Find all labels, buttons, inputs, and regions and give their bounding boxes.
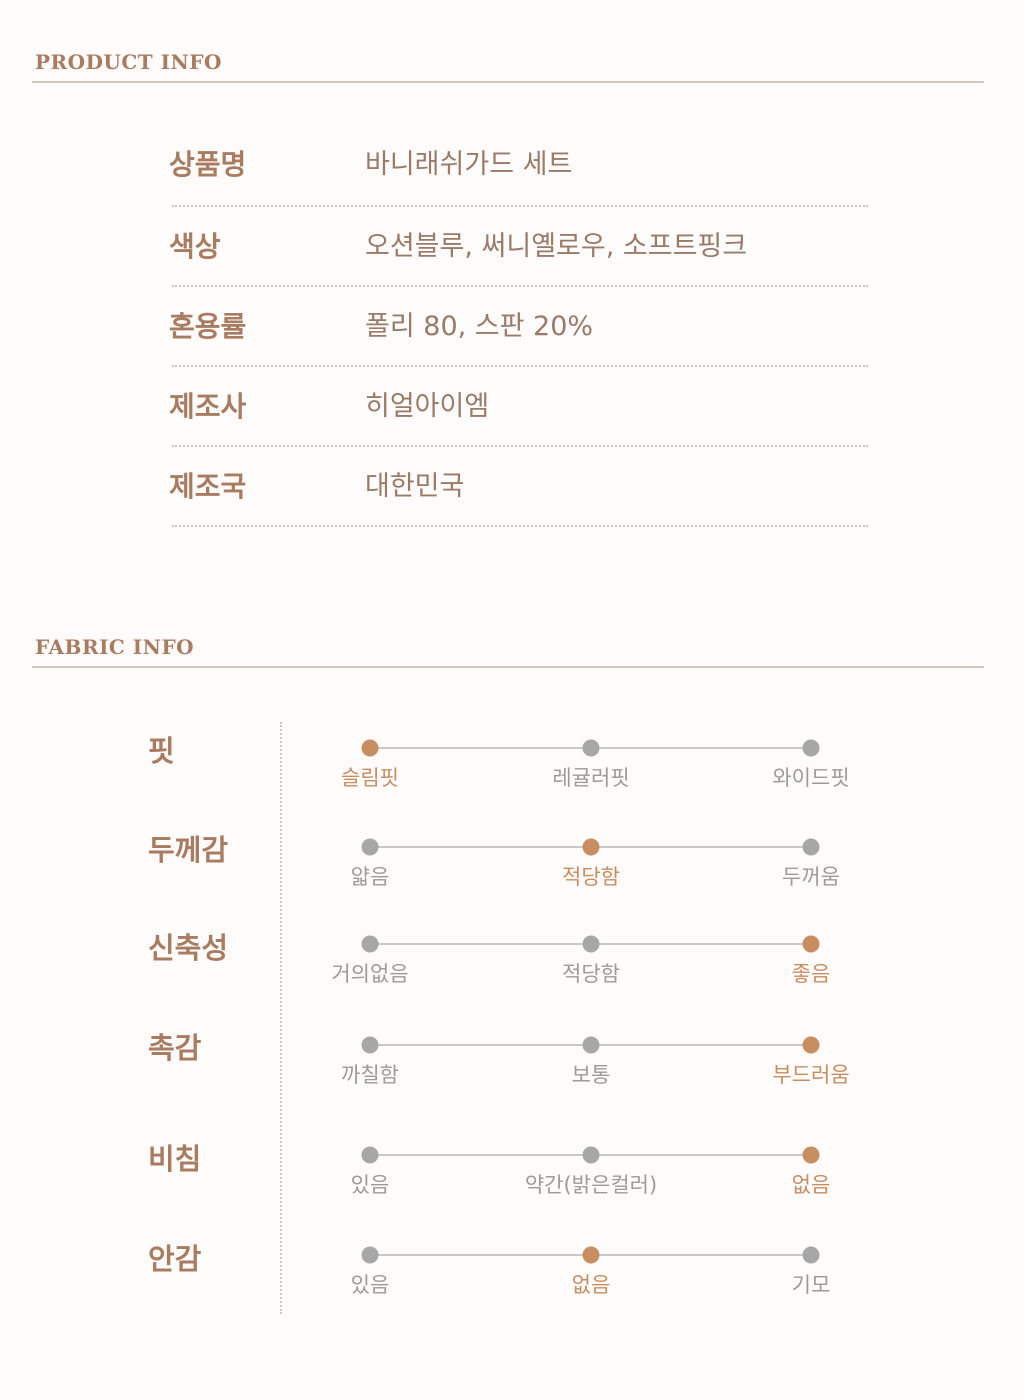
scale-option-elasticity: 좋음 [791,962,831,986]
fabric-divider [280,722,282,1314]
scale-option-fit: 와이드핏 [772,766,850,790]
scale-option-thickness: 얇음 [350,865,390,889]
info-label: 상품명 [169,148,247,181]
info-value: 오션블루, 써니옐로우, 소프트핑크 [365,231,748,262]
scale-option-texture: 까칠함 [341,1063,399,1087]
product-info-rule [32,81,984,83]
fabric-label-sheerness: 비침 [148,1142,202,1176]
info-row-product-name: 상품명 바니래쉬가드 세트 [169,125,868,207]
scale-option-sheerness: 약간(밝은컬러) [524,1173,658,1197]
scale-dot-sheerness-selected [802,1146,820,1164]
fabric-info-rule [32,666,984,668]
scale-dot-fit-selected [361,739,379,757]
info-label: 제조국 [169,470,247,503]
scale-dot-thickness [361,838,379,856]
info-value: 폴리 80, 스판 20% [365,311,594,342]
info-row-composition: 혼용률 폴리 80, 스판 20% [169,287,868,367]
scale-option-thickness: 적당함 [562,865,620,889]
scale-option-fit: 레귤러핏 [552,766,630,790]
scale-option-sheerness: 없음 [791,1173,831,1197]
scale-option-lining: 기모 [791,1273,831,1297]
info-value: 대한민국 [365,471,465,502]
info-label: 색상 [169,230,221,263]
fabric-label-thickness: 두께감 [148,833,229,867]
scale-option-texture: 부드러움 [772,1063,850,1087]
info-label: 혼용률 [169,310,247,343]
scale-dot-texture-selected [802,1036,820,1054]
fabric-label-lining: 안감 [148,1242,202,1276]
info-value: 히얼아이엠 [365,391,490,422]
scale-dot-elasticity [361,935,379,953]
scale-dot-lining [361,1246,379,1264]
info-row-manufacturer: 제조사 히얼아이엠 [169,367,868,447]
scale-dot-fit [802,739,820,757]
fabric-label-texture: 촉감 [148,1031,202,1065]
scale-dot-elasticity-selected [802,935,820,953]
info-label: 제조사 [169,390,247,423]
scale-dot-lining [802,1246,820,1264]
product-info-title: PRODUCT INFO [35,50,222,74]
fabric-label-fit: 핏 [148,734,175,768]
scale-dot-texture [582,1036,600,1054]
scale-dot-lining-selected [582,1246,600,1264]
scale-dot-elasticity [582,935,600,953]
info-value: 바니래쉬가드 세트 [365,149,573,180]
scale-dot-texture [361,1036,379,1054]
scale-option-thickness: 두꺼움 [782,865,840,889]
fabric-info-title: FABRIC INFO [35,635,195,659]
product-info-table: 상품명 바니래쉬가드 세트 색상 오션블루, 써니옐로우, 소프트핑크 혼용률 … [169,125,868,527]
scale-dot-fit [582,739,600,757]
scale-dot-sheerness [361,1146,379,1164]
scale-option-fit: 슬림핏 [341,766,399,790]
scale-dot-thickness [802,838,820,856]
scale-option-lining: 없음 [571,1273,611,1297]
scale-option-sheerness: 있음 [350,1173,390,1197]
info-row-color: 색상 오션블루, 써니옐로우, 소프트핑크 [169,207,868,287]
fabric-label-elasticity: 신축성 [148,931,229,965]
scale-option-elasticity: 거의없음 [331,962,409,986]
scale-option-lining: 있음 [350,1273,390,1297]
scale-option-texture: 보통 [571,1063,611,1087]
scale-option-elasticity: 적당함 [562,962,620,986]
info-row-country: 제조국 대한민국 [169,447,868,527]
scale-dot-sheerness [582,1146,600,1164]
scale-dot-thickness-selected [582,838,600,856]
